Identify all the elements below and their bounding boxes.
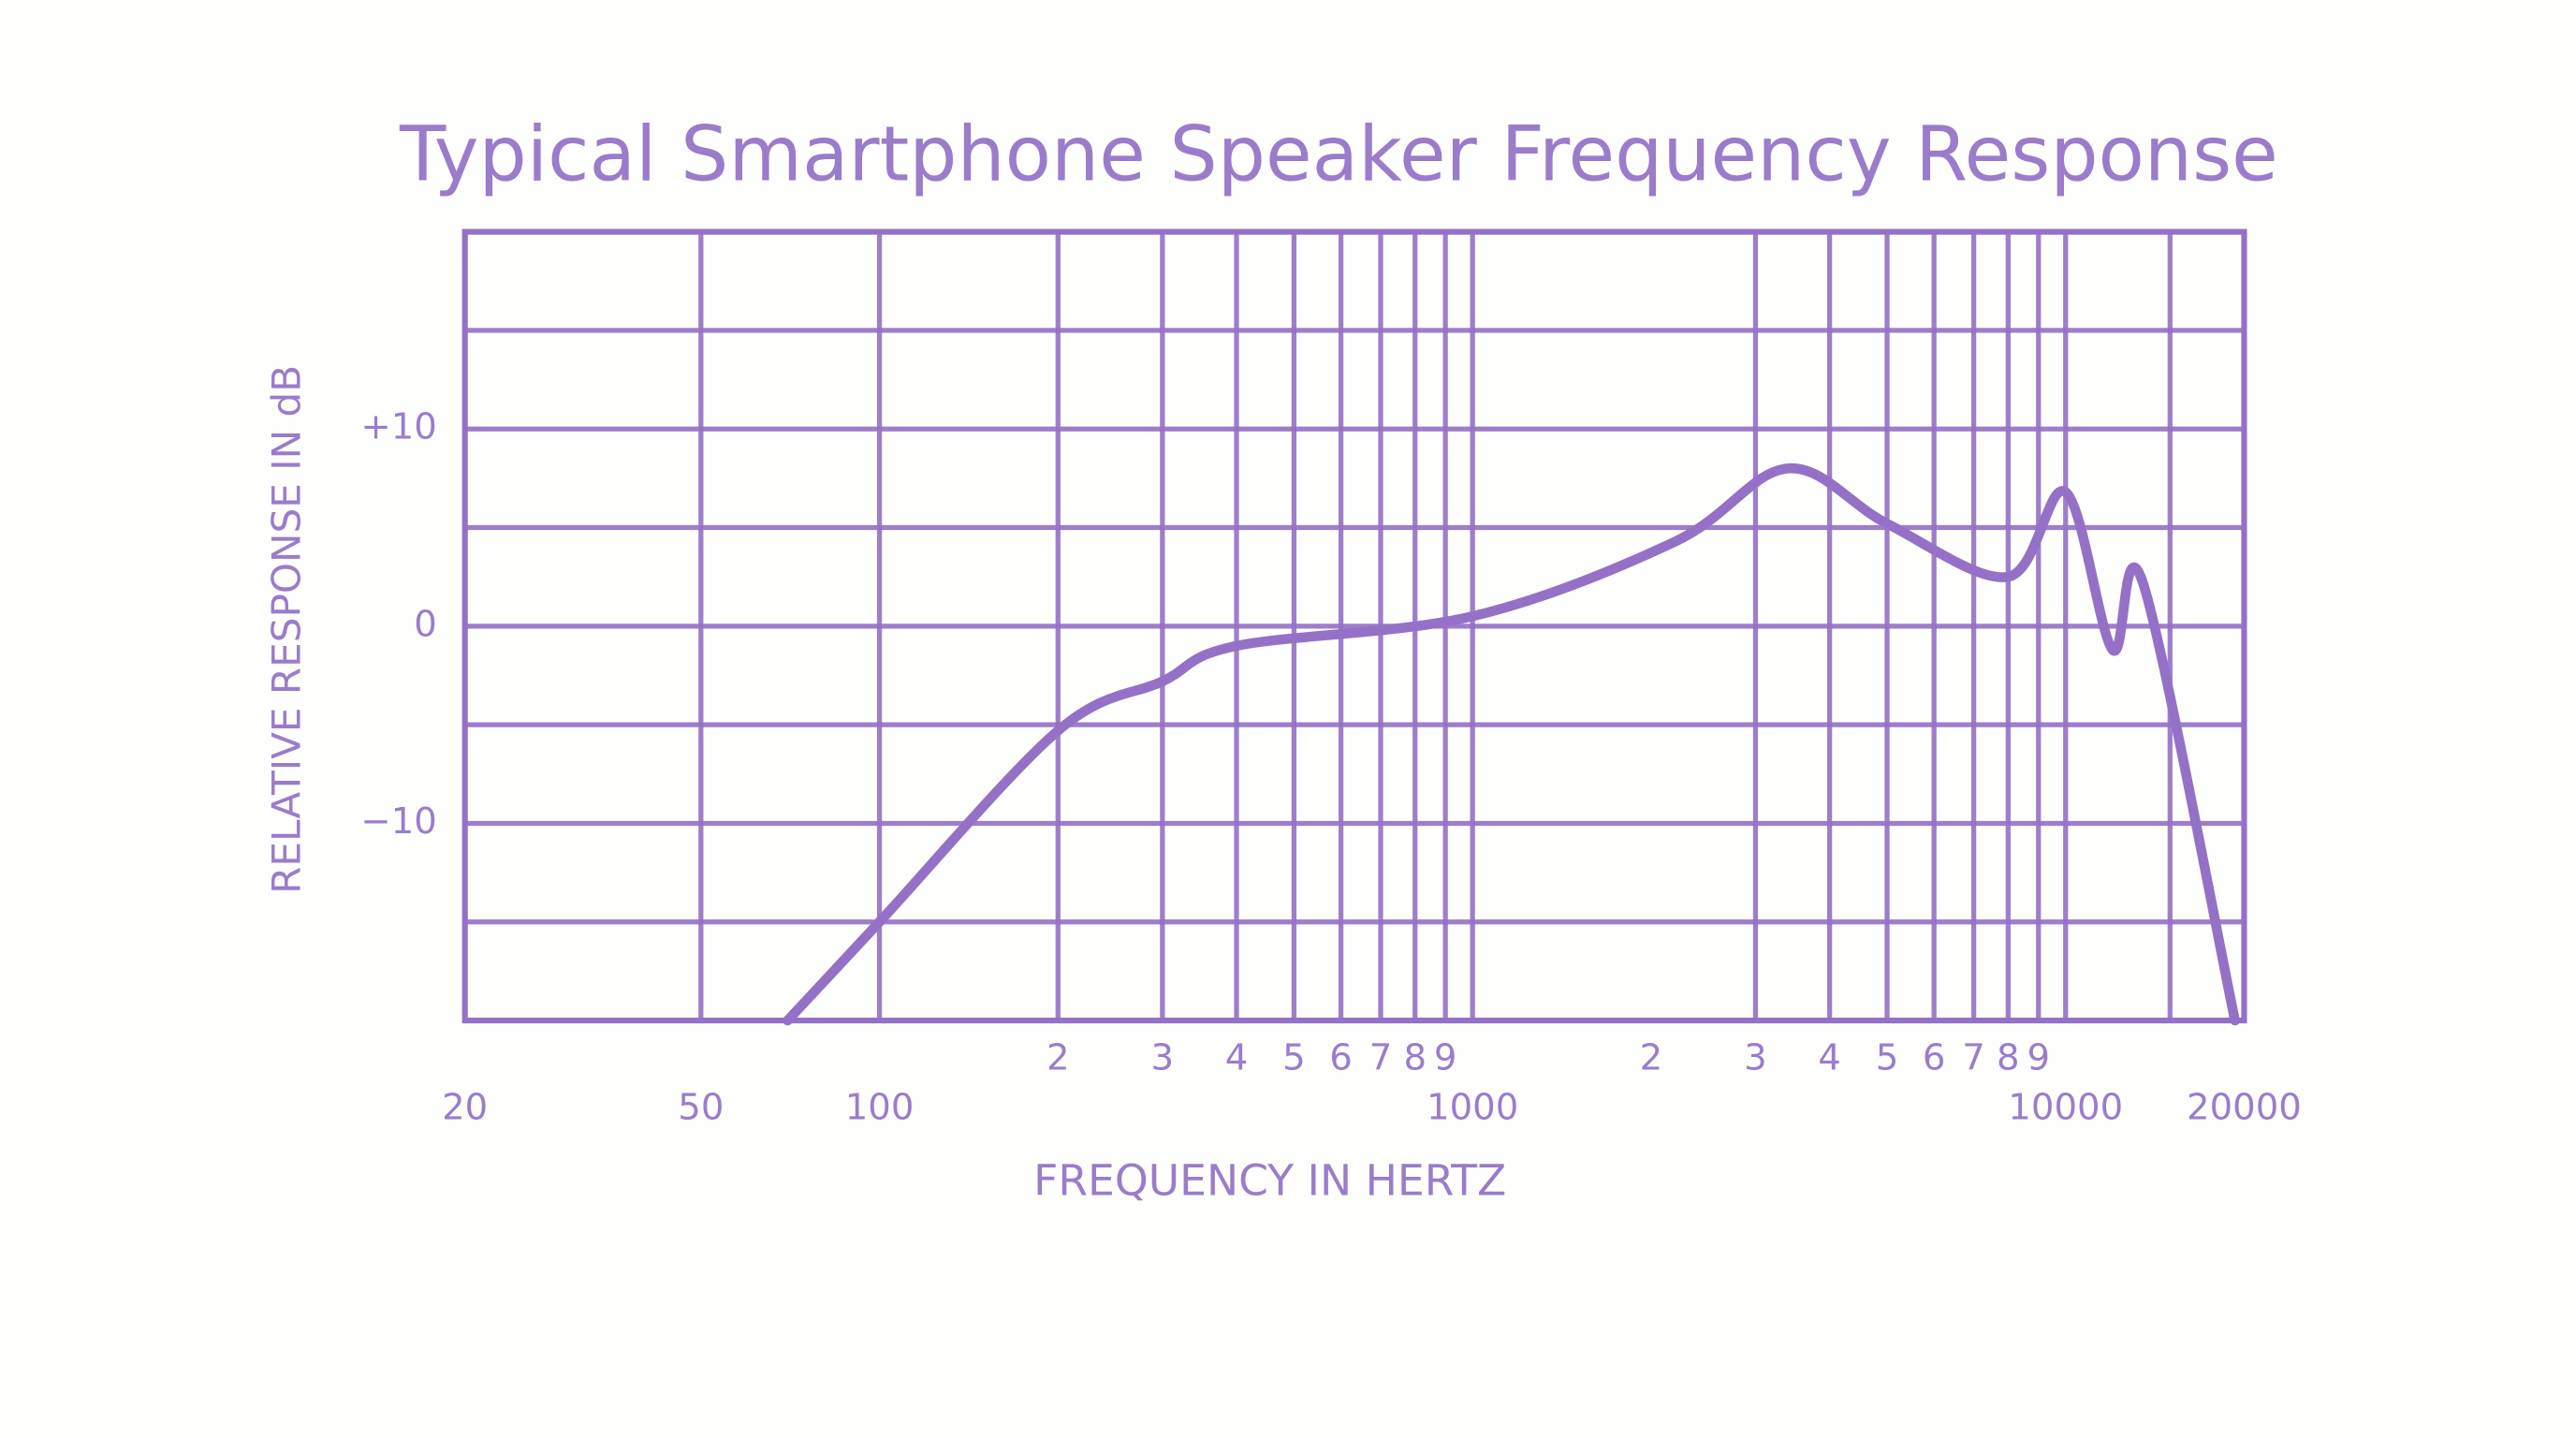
- x-tick-label: 20: [442, 1086, 488, 1128]
- response-line: [783, 463, 2240, 1026]
- x-tick-label: 1000: [1427, 1086, 1518, 1128]
- x-tick-label: 3: [1744, 1037, 1767, 1079]
- y-tick-label: −10: [360, 800, 436, 843]
- x-tick-label: 4: [1225, 1037, 1249, 1079]
- x-tick-label: 6: [1923, 1037, 1946, 1079]
- y-tick-label: +10: [360, 406, 436, 448]
- x-tick-label: 9: [2027, 1037, 2050, 1079]
- x-tick-label: 6: [1329, 1037, 1353, 1079]
- x-tick-label: 10000: [2008, 1086, 2123, 1128]
- x-tick-label: 5: [1282, 1037, 1306, 1079]
- chart-title: Typical Smartphone Speaker Frequency Res…: [399, 110, 2278, 198]
- x-tick-label: 20000: [2187, 1086, 2302, 1128]
- x-tick-label: 2: [1640, 1037, 1663, 1079]
- x-tick-label: 2: [1046, 1037, 1070, 1079]
- x-tick-label: 50: [678, 1086, 724, 1128]
- x-tick-label: 3: [1151, 1037, 1175, 1079]
- x-tick-label: 7: [1369, 1037, 1393, 1079]
- x-tick-label: 100: [845, 1086, 915, 1128]
- x-tick-label: 4: [1818, 1037, 1841, 1079]
- x-tick-label: 8: [1403, 1037, 1427, 1079]
- x-tick-label: 5: [1876, 1037, 1899, 1079]
- x-tick-label: 8: [1997, 1037, 2020, 1079]
- y-tick-label: 0: [414, 603, 437, 645]
- x-tick-label: 9: [1434, 1037, 1457, 1079]
- x-tick-label: 7: [1962, 1037, 1985, 1079]
- y-axis-label: RELATIVE RESPONSE IN dB: [263, 365, 309, 894]
- plot-frame: [461, 228, 2247, 1024]
- x-axis-label: FREQUENCY IN HERTZ: [1033, 1155, 1506, 1205]
